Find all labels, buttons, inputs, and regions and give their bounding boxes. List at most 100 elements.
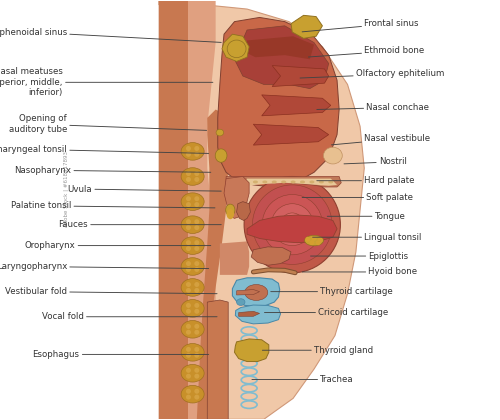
Circle shape: [194, 347, 200, 352]
Circle shape: [194, 267, 200, 272]
Ellipse shape: [300, 181, 305, 184]
Circle shape: [186, 219, 191, 224]
Circle shape: [186, 395, 191, 400]
Ellipse shape: [181, 344, 204, 361]
Circle shape: [194, 288, 200, 293]
Circle shape: [194, 324, 200, 329]
Polygon shape: [236, 202, 250, 220]
Text: Lingual tonsil: Lingual tonsil: [312, 233, 422, 241]
Circle shape: [194, 177, 200, 182]
Circle shape: [186, 261, 191, 266]
Text: Nasal meatuses
(superior, middle,
inferior): Nasal meatuses (superior, middle, inferi…: [0, 68, 213, 97]
Polygon shape: [220, 241, 249, 275]
Circle shape: [186, 368, 191, 373]
Text: Frontal sinus: Frontal sinus: [302, 19, 419, 32]
Text: Adobe Stock | #618317893: Adobe Stock | #618317893: [64, 151, 69, 227]
Circle shape: [194, 246, 200, 251]
Polygon shape: [262, 95, 331, 116]
Text: Thyroid gland: Thyroid gland: [262, 346, 373, 355]
Ellipse shape: [244, 284, 268, 300]
Polygon shape: [291, 16, 322, 38]
Polygon shape: [218, 18, 339, 187]
Text: Soft palate: Soft palate: [302, 193, 414, 202]
Circle shape: [186, 347, 191, 352]
Circle shape: [186, 171, 191, 176]
Circle shape: [186, 152, 191, 157]
Ellipse shape: [181, 193, 204, 210]
Polygon shape: [272, 66, 328, 87]
Polygon shape: [228, 178, 341, 189]
Circle shape: [186, 282, 191, 287]
Ellipse shape: [215, 149, 227, 162]
Circle shape: [194, 225, 200, 230]
Circle shape: [194, 309, 200, 314]
Circle shape: [186, 288, 191, 293]
Circle shape: [194, 374, 200, 379]
Circle shape: [272, 204, 313, 246]
Polygon shape: [224, 176, 249, 218]
Circle shape: [186, 225, 191, 230]
Polygon shape: [243, 36, 314, 59]
Circle shape: [318, 237, 323, 242]
Ellipse shape: [281, 181, 286, 184]
Circle shape: [194, 240, 200, 245]
Ellipse shape: [226, 209, 234, 219]
Text: Nostril: Nostril: [344, 158, 407, 166]
Ellipse shape: [181, 386, 204, 403]
Circle shape: [194, 196, 200, 201]
Ellipse shape: [226, 204, 235, 216]
Ellipse shape: [328, 181, 334, 184]
Ellipse shape: [290, 181, 296, 184]
Circle shape: [312, 236, 316, 241]
Ellipse shape: [236, 299, 245, 305]
Circle shape: [194, 152, 200, 157]
Text: Hyoid bone: Hyoid bone: [302, 268, 418, 276]
Circle shape: [194, 282, 200, 287]
Circle shape: [280, 213, 304, 236]
Circle shape: [194, 368, 200, 373]
Ellipse shape: [181, 299, 204, 317]
Circle shape: [194, 219, 200, 224]
Text: Olfactory ephitelium: Olfactory ephitelium: [300, 69, 444, 79]
Polygon shape: [243, 178, 337, 186]
Polygon shape: [226, 176, 341, 188]
Ellipse shape: [181, 168, 204, 185]
Polygon shape: [197, 110, 228, 419]
Circle shape: [186, 303, 191, 308]
Circle shape: [186, 240, 191, 245]
Polygon shape: [251, 247, 291, 265]
Polygon shape: [208, 300, 228, 419]
Text: Hard palate: Hard palate: [317, 176, 415, 185]
Text: Palatine tonsil: Palatine tonsil: [11, 201, 215, 210]
Circle shape: [186, 202, 191, 207]
Circle shape: [186, 374, 191, 379]
Polygon shape: [159, 1, 188, 419]
Polygon shape: [232, 278, 280, 306]
Ellipse shape: [181, 258, 204, 275]
Polygon shape: [159, 1, 216, 419]
Polygon shape: [236, 289, 260, 295]
Text: Cricoid cartilage: Cricoid cartilage: [264, 308, 388, 317]
Circle shape: [194, 330, 200, 335]
Text: Laryngopharynx: Laryngopharynx: [0, 262, 208, 271]
Circle shape: [186, 246, 191, 251]
Text: Nasopharynx: Nasopharynx: [14, 166, 211, 175]
Ellipse shape: [272, 181, 277, 184]
Ellipse shape: [253, 181, 258, 184]
Ellipse shape: [181, 237, 204, 255]
Text: Oropharynx: Oropharynx: [24, 241, 211, 250]
Circle shape: [186, 353, 191, 358]
Polygon shape: [238, 311, 260, 316]
Circle shape: [310, 240, 314, 245]
Text: Tongue: Tongue: [328, 212, 406, 221]
Text: Esophagus: Esophagus: [32, 350, 208, 359]
Text: Vocal fold: Vocal fold: [42, 312, 217, 321]
Circle shape: [194, 389, 200, 394]
Polygon shape: [159, 1, 364, 419]
Text: Trachea: Trachea: [252, 375, 354, 384]
Ellipse shape: [319, 181, 324, 184]
Circle shape: [262, 194, 322, 255]
Ellipse shape: [181, 365, 204, 382]
Ellipse shape: [181, 143, 204, 160]
Ellipse shape: [216, 129, 224, 136]
